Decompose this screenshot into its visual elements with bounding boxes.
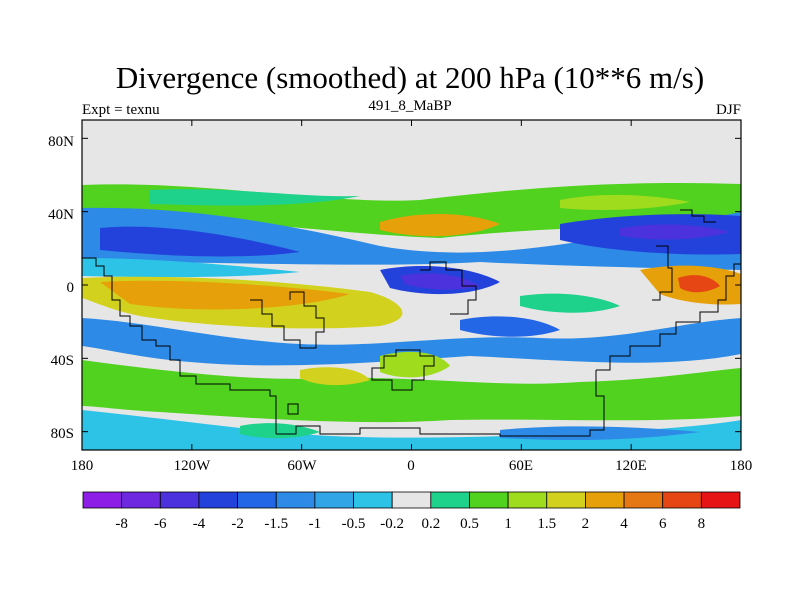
field-patch <box>460 316 560 337</box>
colorbar-swatch <box>662 491 702 509</box>
field-patch <box>500 426 700 440</box>
coastline-s-america <box>250 291 325 349</box>
field-patch <box>520 293 620 313</box>
right-subtitle: DJF <box>716 102 741 118</box>
colorbar-swatch <box>237 491 277 509</box>
y-tick-label: 80N <box>48 134 74 150</box>
colorbar-swatch <box>314 491 354 509</box>
colorbar-label: -4 <box>193 516 206 532</box>
coastlines <box>82 209 741 437</box>
colorbar-swatch <box>507 491 548 509</box>
coastline-east <box>596 263 741 371</box>
colorbar-label: 0.5 <box>460 516 479 532</box>
chart-title: Divergence (smoothed) at 200 hPa (10**6 … <box>116 60 704 95</box>
left-subtitle: Expt = texnu <box>82 102 160 118</box>
x-tick-label: 180 <box>730 458 753 474</box>
colorbar-label: -0.2 <box>380 516 404 532</box>
field-patch <box>240 423 320 439</box>
colorbar-label: 2 <box>582 516 590 532</box>
x-tick-label: 180 <box>71 458 94 474</box>
coastline-africa <box>420 261 477 315</box>
coastline-northeast <box>680 209 716 223</box>
field-patch <box>100 280 350 310</box>
coastline-asia <box>652 245 673 301</box>
colorbar-swatch <box>353 491 393 509</box>
field-patch <box>620 224 730 240</box>
x-tick-label: 120E <box>615 458 647 474</box>
x-tick-label: 120W <box>174 458 212 474</box>
colorbar-label: 1 <box>504 516 512 532</box>
colorbar-swatch <box>121 491 161 509</box>
field-band-far-south <box>82 410 741 450</box>
x-axis: 180 120W 60W 0 60E 120E 180 <box>71 458 753 474</box>
field-patch <box>300 367 370 386</box>
y-tick-label: 40S <box>51 353 74 369</box>
colorbar-labels: -8 -6 -4 -2 -1.5 -1 -0.5 -0.2 0.2 0.5 1 1.5 2 4 6 8 <box>115 516 705 532</box>
field-patch <box>82 258 300 278</box>
field-band-south-blue <box>82 318 741 366</box>
coastline-south-east <box>560 370 605 437</box>
tick-marks <box>81 120 742 450</box>
colorbar-label: -2 <box>231 516 244 532</box>
colorbar-swatch <box>546 491 586 509</box>
coastline-island <box>287 403 299 415</box>
field-patch <box>380 213 500 237</box>
y-tick-label: 40N <box>48 207 74 223</box>
field-band-south-green <box>82 360 741 423</box>
colorbar-label: 1.5 <box>537 516 556 532</box>
colorbar-label: -0.5 <box>342 516 366 532</box>
colorbar-swatch <box>430 491 470 509</box>
field-patch <box>560 194 690 210</box>
coastline-antarctica <box>276 425 560 437</box>
colorbar-label: -8 <box>115 516 128 532</box>
divergence-field <box>82 120 741 450</box>
colorbar-swatch <box>82 491 123 509</box>
colorbar-label: 4 <box>620 516 628 532</box>
colorbar-label: 8 <box>698 516 706 532</box>
colorbar-label: -6 <box>154 516 167 532</box>
colorbar <box>82 491 741 509</box>
x-tick-label: 60W <box>287 458 317 474</box>
colorbar-label: -1 <box>309 516 322 532</box>
colorbar-swatch <box>700 491 741 509</box>
field-patch <box>400 273 480 290</box>
y-tick-label: 80S <box>51 426 74 442</box>
x-tick-label: 60E <box>509 458 533 474</box>
colorbar-swatch <box>623 491 664 509</box>
colorbar-label: 6 <box>659 516 667 532</box>
y-tick-label: 0 <box>67 280 75 296</box>
field-patch <box>100 226 300 257</box>
x-tick-label: 0 <box>407 458 415 474</box>
y-axis: 80N 40N 0 40S 80S <box>48 134 74 442</box>
colorbar-swatch <box>585 491 625 509</box>
coastline-americas <box>82 257 277 434</box>
colorbar-label: -1.5 <box>264 516 288 532</box>
colorbar-swatch <box>469 491 509 509</box>
colorbar-swatch <box>198 491 238 509</box>
colorbar-swatch <box>275 491 316 509</box>
colorbar-label: 0.2 <box>421 516 440 532</box>
colorbar-swatch <box>159 491 200 509</box>
field-patch <box>380 351 450 378</box>
center-subtitle: 491_8_MaBP <box>368 98 451 114</box>
field-patch <box>150 189 360 206</box>
field-patch <box>678 275 720 293</box>
colorbar-swatch <box>391 491 432 509</box>
coastline-australia-like <box>371 349 435 391</box>
